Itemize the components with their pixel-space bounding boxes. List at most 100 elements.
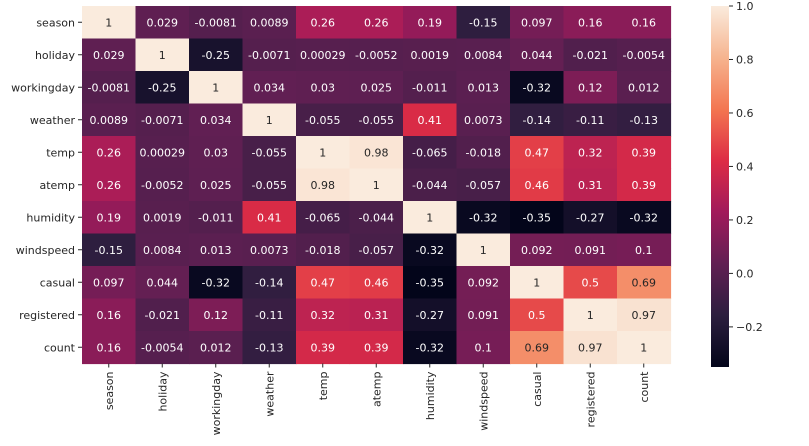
heatmap-cell-holiday-humidity	[403, 38, 458, 72]
heatmap-cell-holiday-workingday	[189, 38, 244, 72]
cell-value-label: 0.092	[521, 244, 553, 257]
cell-value-label: 0.39	[311, 341, 336, 354]
cell-value-label: 0.97	[632, 309, 657, 322]
cell-value-label: 0.0019	[143, 211, 182, 224]
x-axis-ticks: season holiday workingday weather temp atemp h…	[103, 363, 651, 435]
heatmap-cell-temp-windspeed	[456, 136, 511, 170]
heatmap-cell-windspeed-registered	[563, 233, 618, 267]
cell-value-label: 0.16	[97, 341, 122, 354]
cell-value-label: 0.19	[97, 211, 122, 224]
cell-value-label: 1	[480, 244, 487, 257]
cell-value-label: 0.26	[364, 16, 389, 29]
colorbar-tick-label: 0.4	[736, 160, 754, 173]
heatmap-cell-humidity-atemp	[349, 201, 404, 235]
colorbar-tick-label: −0.2	[736, 321, 763, 334]
heatmap-cell-count-weather	[242, 331, 297, 365]
heatmap-cell-temp-season	[82, 136, 137, 170]
cell-value-label: 0.16	[97, 309, 122, 322]
cell-value-label: 0.0084	[464, 49, 503, 62]
heatmap-cell-registered-registered	[563, 298, 618, 332]
heatmap-cell-workingday-workingday	[189, 71, 244, 105]
cell-value-label: -0.057	[359, 244, 394, 257]
heatmap-cell-count-atemp	[349, 331, 404, 365]
heatmap-cell-windspeed-temp	[296, 233, 351, 267]
heatmap-cell-holiday-casual	[510, 38, 565, 72]
cell-value-label: 0.16	[578, 16, 603, 29]
x-tick-label-humidity: humidity	[424, 371, 437, 420]
cell-value-label: 0.0073	[250, 244, 289, 257]
cell-value-label: -0.0071	[141, 114, 183, 127]
cell-value-label: -0.055	[359, 114, 394, 127]
cell-value-label: 0.47	[525, 146, 550, 159]
cell-value-label: 1	[640, 341, 647, 354]
heatmap-cell-windspeed-atemp	[349, 233, 404, 267]
heatmap-cell-workingday-count	[617, 71, 672, 105]
cell-value-label: 0.03	[311, 81, 336, 94]
cell-value-label: 0.98	[364, 146, 389, 159]
cell-value-label: -0.0071	[248, 49, 290, 62]
colorbar-tick-label: 1.0	[736, 0, 754, 13]
cell-value-label: -0.32	[523, 81, 551, 94]
heatmap-cell-windspeed-humidity	[403, 233, 458, 267]
cell-value-label: 0.46	[364, 276, 389, 289]
cell-value-label: -0.11	[576, 114, 604, 127]
cell-value-label: 0.0019	[411, 49, 450, 62]
x-tick-label-holiday: holiday	[156, 371, 169, 412]
heatmap-cell-workingday-temp	[296, 71, 351, 105]
heatmap-cell-humidity-workingday	[189, 201, 244, 235]
cell-value-label: 0.044	[521, 49, 553, 62]
cell-value-label: 1	[159, 49, 166, 62]
colorbar-tick-label: 0.6	[736, 107, 754, 120]
heatmap-cell-season-casual	[510, 6, 565, 40]
heatmap-cell-count-windspeed	[456, 331, 511, 365]
heatmap-cell-windspeed-holiday	[135, 233, 190, 267]
heatmap-cell-humidity-season	[82, 201, 137, 235]
cell-value-label: 0.012	[628, 81, 660, 94]
heatmap-cell-holiday-atemp	[349, 38, 404, 72]
colorbar: −0.2 0.0 0.2 0.4 0.6 0.8 1.0	[711, 0, 763, 367]
cell-value-label: -0.021	[145, 309, 180, 322]
heatmap-cell-count-temp	[296, 331, 351, 365]
cell-value-label: 0.5	[528, 309, 546, 322]
cell-value-label: -0.13	[255, 341, 283, 354]
heatmap-cell-windspeed-workingday	[189, 233, 244, 267]
cell-value-label: 0.044	[147, 276, 179, 289]
heatmap-cell-weather-casual	[510, 103, 565, 137]
heatmap-cell-windspeed-count	[617, 233, 672, 267]
heatmap-cell-season-season	[82, 6, 137, 40]
heatmap-cell-season-windspeed	[456, 6, 511, 40]
heatmap-cell-humidity-holiday	[135, 201, 190, 235]
cell-value-label: 0.39	[364, 341, 389, 354]
cell-value-label: 0.97	[578, 341, 603, 354]
cell-value-label: 0.31	[578, 179, 603, 192]
cell-value-label: 0.013	[468, 81, 500, 94]
cell-value-label: -0.0052	[141, 179, 183, 192]
cell-value-label: -0.32	[469, 211, 497, 224]
heatmap-cell-atemp-temp	[296, 168, 351, 202]
cell-value-label: 0.097	[521, 16, 553, 29]
heatmap-cell-workingday-casual	[510, 71, 565, 105]
cell-value-label: -0.11	[255, 309, 283, 322]
heatmap-cell-registered-temp	[296, 298, 351, 332]
cell-value-label: 1	[266, 114, 273, 127]
heatmap-cell-windspeed-season	[82, 233, 137, 267]
heatmap-cell-workingday-weather	[242, 71, 297, 105]
cell-value-label: -0.018	[305, 244, 340, 257]
heatmap-cell-season-registered	[563, 6, 618, 40]
cell-value-label: 1	[587, 309, 594, 322]
heatmap-cell-season-count	[617, 6, 672, 40]
cell-value-label: -0.25	[148, 81, 176, 94]
cell-value-label: -0.021	[573, 49, 608, 62]
heatmap-cell-season-holiday	[135, 6, 190, 40]
cell-value-label: 0.013	[200, 244, 232, 257]
x-tick-label-atemp: atemp	[370, 371, 383, 407]
y-tick-label-humidity: humidity	[26, 211, 75, 224]
heatmap-cell-windspeed-casual	[510, 233, 565, 267]
cell-value-label: 0.26	[311, 16, 336, 29]
heatmap-cell-workingday-season	[82, 71, 137, 105]
cell-value-label: -0.011	[412, 81, 447, 94]
heatmap-cell-registered-casual	[510, 298, 565, 332]
cell-value-label: 0.1	[475, 341, 493, 354]
cell-value-label: -0.065	[412, 146, 447, 159]
cell-value-label: 1	[319, 146, 326, 159]
